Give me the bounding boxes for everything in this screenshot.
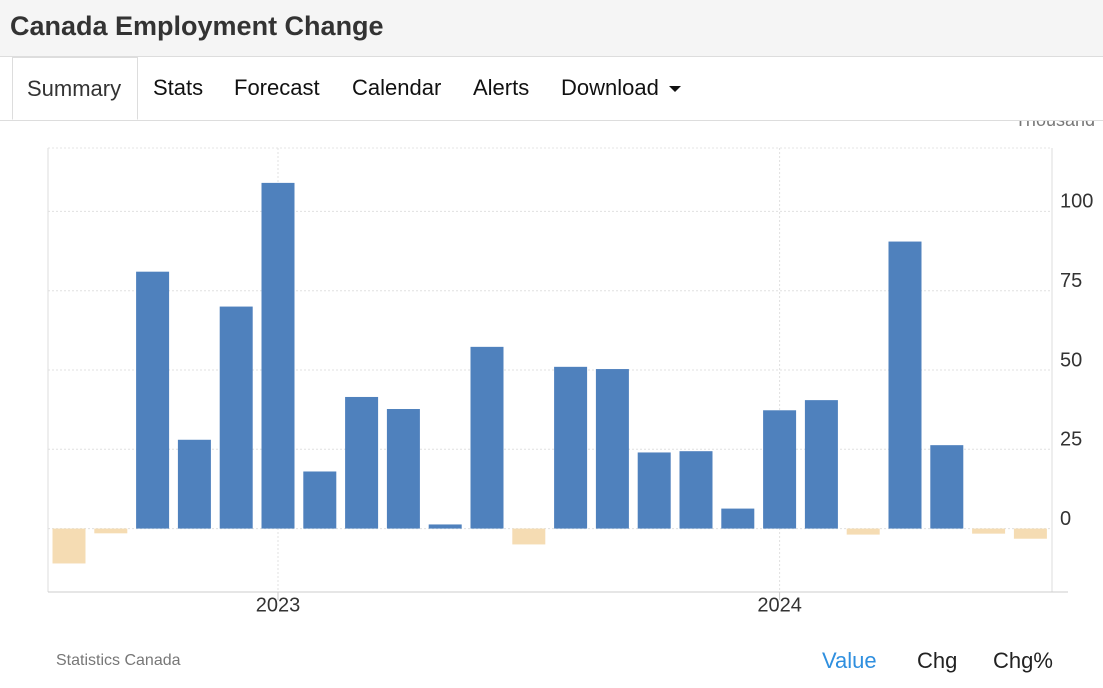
bar bbox=[972, 528, 1006, 534]
bar bbox=[94, 528, 128, 534]
bar bbox=[261, 182, 295, 529]
bar bbox=[470, 346, 504, 529]
page-title: Canada Employment Change bbox=[10, 11, 384, 41]
bar bbox=[428, 524, 462, 529]
tab[interactable]: Alerts bbox=[473, 75, 530, 100]
bar bbox=[595, 369, 629, 529]
y-tick-label: 50 bbox=[1060, 349, 1082, 371]
tab[interactable]: Summary bbox=[12, 57, 138, 120]
y-tick-label: 0 bbox=[1060, 508, 1071, 530]
bar bbox=[303, 471, 337, 529]
caret bbox=[668, 86, 681, 93]
tab-label: Download bbox=[561, 75, 659, 100]
header: Canada Employment Change bbox=[0, 0, 1103, 57]
bar bbox=[1013, 528, 1047, 539]
x-tick-label: 2024 bbox=[757, 594, 802, 616]
tab-bar: Summary Stats Forecast Calendar Alerts D… bbox=[0, 57, 1103, 121]
bar bbox=[763, 410, 797, 529]
bar bbox=[637, 452, 671, 529]
tab[interactable]: Calendar bbox=[352, 75, 442, 100]
x-tick-label: 2023 bbox=[256, 594, 301, 616]
bar bbox=[804, 400, 838, 529]
y-tick-label: 25 bbox=[1060, 429, 1082, 451]
bar bbox=[512, 528, 546, 545]
y-tick-label: 100 bbox=[1060, 191, 1093, 213]
bar bbox=[930, 445, 964, 529]
bar bbox=[219, 306, 253, 529]
bar bbox=[679, 451, 713, 529]
tab[interactable]: Download bbox=[561, 57, 681, 120]
bar bbox=[386, 409, 420, 529]
bar bbox=[721, 508, 755, 529]
bar bbox=[177, 439, 211, 529]
bar bbox=[345, 396, 379, 529]
bar bbox=[888, 241, 922, 529]
chg-button[interactable]: Chg bbox=[917, 648, 958, 673]
y-tick-label: 75 bbox=[1060, 270, 1082, 292]
bar bbox=[52, 528, 86, 564]
bar bbox=[846, 528, 880, 535]
bar bbox=[554, 366, 588, 529]
tab[interactable]: Forecast bbox=[234, 75, 320, 100]
tab[interactable]: Stats bbox=[153, 75, 204, 100]
bar bbox=[136, 271, 170, 529]
source: Statistics Canada bbox=[56, 652, 181, 669]
value-button[interactable]: Value bbox=[822, 648, 877, 673]
chg-pct-button[interactable]: Chg% bbox=[993, 648, 1053, 673]
